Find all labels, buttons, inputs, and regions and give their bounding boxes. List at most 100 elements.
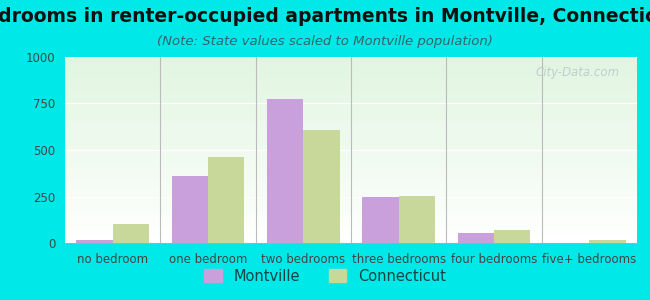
- Bar: [112, 224, 149, 243]
- Bar: [65, 77, 637, 78]
- Bar: [65, 154, 637, 156]
- Bar: [65, 162, 637, 163]
- Bar: [65, 117, 637, 119]
- Bar: [65, 123, 637, 124]
- Bar: [65, 235, 637, 236]
- Bar: [65, 79, 637, 80]
- Bar: [65, 196, 637, 197]
- Bar: [65, 187, 637, 188]
- Bar: [65, 81, 637, 82]
- Bar: [65, 202, 637, 203]
- Bar: [65, 201, 637, 202]
- Bar: [65, 182, 637, 184]
- Bar: [65, 153, 637, 154]
- Bar: [65, 84, 637, 85]
- Bar: [65, 163, 637, 164]
- Bar: [65, 73, 637, 74]
- Bar: [65, 104, 637, 105]
- Bar: [172, 176, 208, 243]
- Bar: [65, 229, 637, 230]
- Bar: [65, 114, 637, 115]
- Bar: [65, 234, 637, 235]
- Bar: [65, 157, 637, 158]
- Bar: [65, 91, 637, 92]
- Bar: [65, 170, 637, 171]
- Bar: [65, 72, 637, 73]
- Bar: [65, 193, 637, 194]
- Bar: [65, 236, 637, 237]
- Bar: [65, 217, 637, 218]
- Bar: [65, 121, 637, 122]
- Bar: [65, 138, 637, 139]
- Bar: [65, 212, 637, 213]
- Bar: [65, 145, 637, 146]
- Bar: [65, 174, 637, 175]
- Bar: [65, 192, 637, 193]
- Bar: [65, 125, 637, 126]
- Bar: [65, 71, 637, 72]
- Bar: [77, 240, 112, 243]
- Bar: [65, 92, 637, 93]
- Text: City-Data.com: City-Data.com: [536, 66, 620, 79]
- Bar: [65, 64, 637, 65]
- Bar: [65, 152, 637, 153]
- Bar: [65, 200, 637, 201]
- Bar: [65, 113, 637, 114]
- Bar: [65, 181, 637, 182]
- Bar: [65, 101, 637, 102]
- Bar: [65, 65, 637, 66]
- Bar: [65, 222, 637, 223]
- Bar: [65, 59, 637, 60]
- Bar: [65, 75, 637, 76]
- Bar: [65, 67, 637, 68]
- Bar: [65, 221, 637, 222]
- Bar: [65, 66, 637, 67]
- Bar: [65, 102, 637, 103]
- Bar: [65, 189, 637, 190]
- Bar: [65, 186, 637, 187]
- Bar: [65, 184, 637, 185]
- Bar: [65, 176, 637, 177]
- Bar: [65, 220, 637, 221]
- Bar: [65, 175, 637, 176]
- Bar: [65, 241, 637, 242]
- Bar: [65, 167, 637, 168]
- Bar: [65, 60, 637, 61]
- Bar: [65, 63, 637, 64]
- Bar: [65, 233, 637, 234]
- Bar: [65, 96, 637, 97]
- Bar: [363, 197, 398, 243]
- Bar: [65, 169, 637, 170]
- Bar: [65, 198, 637, 199]
- Bar: [65, 207, 637, 208]
- Bar: [65, 86, 637, 87]
- Bar: [65, 166, 637, 167]
- Bar: [65, 160, 637, 161]
- Bar: [65, 93, 637, 94]
- Bar: [65, 68, 637, 69]
- Bar: [65, 100, 637, 101]
- Bar: [65, 226, 637, 227]
- Bar: [65, 195, 637, 196]
- Bar: [65, 141, 637, 142]
- Bar: [65, 238, 637, 239]
- Bar: [65, 146, 637, 147]
- Text: (Note: State values scaled to Montville population): (Note: State values scaled to Montville …: [157, 34, 493, 47]
- Bar: [65, 136, 637, 137]
- Bar: [65, 148, 637, 149]
- Bar: [65, 225, 637, 226]
- Bar: [65, 107, 637, 108]
- Bar: [398, 196, 435, 243]
- Bar: [65, 199, 637, 200]
- Bar: [65, 156, 637, 157]
- Bar: [65, 223, 637, 224]
- Bar: [65, 103, 637, 104]
- Bar: [65, 112, 637, 113]
- Bar: [65, 185, 637, 186]
- Bar: [65, 213, 637, 214]
- Bar: [65, 149, 637, 150]
- Bar: [65, 115, 637, 116]
- Bar: [65, 179, 637, 180]
- Bar: [65, 171, 637, 172]
- Bar: [65, 211, 637, 212]
